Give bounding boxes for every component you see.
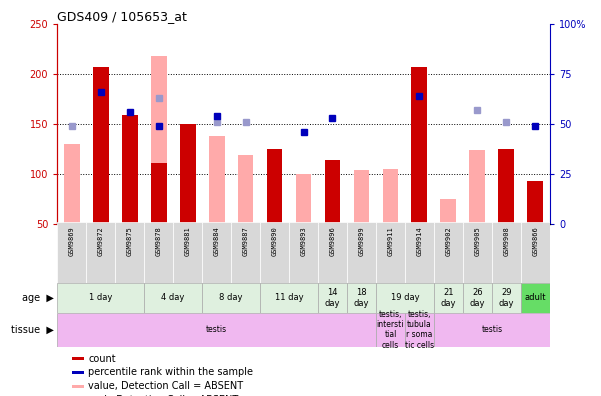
Bar <box>441 199 456 224</box>
Bar <box>144 283 202 313</box>
Bar <box>237 155 254 224</box>
Text: 18
day: 18 day <box>354 288 369 308</box>
Text: testis,
intersti
tial
cells: testis, intersti tial cells <box>377 310 404 350</box>
Text: GSM9914: GSM9914 <box>416 227 423 257</box>
Bar <box>151 56 166 224</box>
Bar <box>267 149 282 224</box>
Text: 1 day: 1 day <box>89 293 112 303</box>
Bar <box>376 313 405 346</box>
Bar <box>151 163 166 224</box>
Bar <box>121 115 138 224</box>
Bar <box>72 357 84 360</box>
Text: 21
day: 21 day <box>441 288 456 308</box>
Bar <box>434 222 463 283</box>
Bar <box>173 222 202 283</box>
Bar <box>492 283 521 313</box>
Text: adult: adult <box>525 293 546 303</box>
Bar <box>498 149 514 224</box>
Bar <box>521 222 550 283</box>
Bar <box>180 124 195 224</box>
Text: tissue  ▶: tissue ▶ <box>11 325 54 335</box>
Text: GSM9905: GSM9905 <box>474 227 480 257</box>
Bar <box>86 222 115 283</box>
Text: 8 day: 8 day <box>219 293 243 303</box>
Text: GSM9887: GSM9887 <box>243 227 249 257</box>
Text: GSM9884: GSM9884 <box>213 227 219 257</box>
Text: count: count <box>88 354 116 364</box>
Bar <box>469 150 486 224</box>
Text: percentile rank within the sample: percentile rank within the sample <box>88 367 253 377</box>
Bar <box>434 313 550 346</box>
Bar <box>463 222 492 283</box>
Bar <box>57 222 86 283</box>
Bar <box>463 283 492 313</box>
Bar <box>64 144 79 224</box>
Text: 4 day: 4 day <box>161 293 185 303</box>
Text: testis: testis <box>206 325 227 334</box>
Bar <box>115 222 144 283</box>
Text: GSM9881: GSM9881 <box>185 227 191 257</box>
Bar <box>144 222 173 283</box>
Bar <box>521 283 550 313</box>
Text: rank, Detection Call = ABSENT: rank, Detection Call = ABSENT <box>88 395 239 396</box>
Bar <box>347 283 376 313</box>
Text: GDS409 / 105653_at: GDS409 / 105653_at <box>57 10 187 23</box>
Text: GSM9899: GSM9899 <box>358 227 364 257</box>
Bar <box>57 283 144 313</box>
Bar <box>231 222 260 283</box>
Bar <box>382 169 398 224</box>
Bar <box>202 222 231 283</box>
Bar <box>318 222 347 283</box>
Text: GSM9893: GSM9893 <box>300 227 307 257</box>
Text: GSM9875: GSM9875 <box>127 227 133 257</box>
Bar <box>72 385 84 388</box>
Text: age  ▶: age ▶ <box>22 293 54 303</box>
Bar <box>93 67 109 224</box>
Bar <box>289 222 318 283</box>
Bar <box>296 174 311 224</box>
Bar <box>260 283 318 313</box>
Bar <box>202 283 260 313</box>
Text: GSM9878: GSM9878 <box>156 227 162 257</box>
Text: value, Detection Call = ABSENT: value, Detection Call = ABSENT <box>88 381 243 391</box>
Text: testis: testis <box>481 325 502 334</box>
Text: GSM9902: GSM9902 <box>445 227 451 257</box>
Bar <box>347 222 376 283</box>
Text: GSM9869: GSM9869 <box>69 227 75 257</box>
Text: 19 day: 19 day <box>391 293 419 303</box>
Bar <box>209 136 225 224</box>
Bar <box>376 222 405 283</box>
Text: GSM9866: GSM9866 <box>532 227 538 257</box>
Bar <box>57 313 376 346</box>
Text: GSM9890: GSM9890 <box>272 227 278 257</box>
Text: testis,
tubula
r soma
tic cells: testis, tubula r soma tic cells <box>405 310 434 350</box>
Bar <box>434 283 463 313</box>
Bar <box>325 160 341 224</box>
Bar <box>260 222 289 283</box>
Bar <box>353 170 370 224</box>
Text: 29
day: 29 day <box>499 288 514 308</box>
Bar <box>376 283 434 313</box>
Text: 11 day: 11 day <box>275 293 304 303</box>
Text: GSM9872: GSM9872 <box>97 227 103 257</box>
Bar <box>412 67 427 224</box>
Text: GSM9908: GSM9908 <box>504 227 510 257</box>
Text: GSM9896: GSM9896 <box>329 227 335 257</box>
Bar <box>318 283 347 313</box>
Text: 26
day: 26 day <box>470 288 485 308</box>
Bar <box>528 181 543 224</box>
Bar <box>492 222 521 283</box>
Bar <box>72 371 84 374</box>
Bar <box>405 222 434 283</box>
Text: 14
day: 14 day <box>325 288 340 308</box>
Bar <box>405 313 434 346</box>
Text: GSM9911: GSM9911 <box>388 227 394 257</box>
